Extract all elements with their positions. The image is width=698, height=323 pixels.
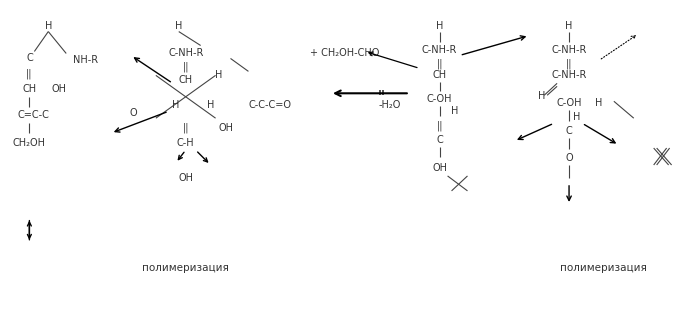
Text: C: C	[565, 126, 572, 136]
Text: H: H	[537, 91, 545, 101]
Text: C=C-C: C=C-C	[17, 110, 50, 120]
Text: H: H	[215, 70, 222, 80]
Text: ||: ||	[436, 121, 443, 131]
Text: ||: ||	[566, 58, 572, 69]
Text: + CH₂OH-CHO: + CH₂OH-CHO	[310, 48, 380, 58]
Text: CH: CH	[179, 75, 193, 85]
Text: ||: ||	[182, 61, 189, 72]
Text: CH: CH	[22, 84, 36, 94]
Text: H: H	[172, 100, 179, 110]
Text: ||: ||	[182, 123, 189, 133]
Text: OH: OH	[218, 123, 233, 133]
Text: OH: OH	[432, 163, 447, 173]
Text: C: C	[436, 135, 443, 145]
Text: C-OH: C-OH	[556, 98, 582, 108]
Text: H: H	[45, 21, 52, 31]
Text: H: H	[175, 21, 182, 31]
Text: C-NH-R: C-NH-R	[422, 46, 457, 56]
Text: C-H: C-H	[177, 138, 195, 148]
Text: C-NH-R: C-NH-R	[551, 70, 587, 80]
Text: полимеризация: полимеризация	[560, 263, 647, 273]
Text: OH: OH	[52, 84, 67, 94]
Text: ||: ||	[26, 68, 33, 78]
Text: H: H	[565, 21, 573, 31]
Text: O: O	[565, 153, 573, 163]
Text: полимеризация: полимеризация	[142, 263, 229, 273]
Text: O: O	[129, 108, 137, 118]
Text: H: H	[573, 112, 581, 122]
Text: C-NH-R: C-NH-R	[551, 46, 587, 56]
Text: H: H	[207, 100, 214, 110]
Text: C-OH: C-OH	[427, 94, 452, 104]
Text: OH: OH	[178, 173, 193, 183]
Text: H: H	[595, 98, 602, 108]
Text: CH₂OH: CH₂OH	[13, 138, 46, 148]
Text: ||: ||	[436, 58, 443, 69]
Text: NH-R: NH-R	[73, 56, 98, 66]
Text: -H₂O: -H₂O	[378, 100, 401, 110]
Text: CH: CH	[433, 70, 447, 80]
Text: C: C	[26, 53, 33, 63]
Text: H: H	[436, 21, 443, 31]
Text: C-C-C=O: C-C-C=O	[248, 100, 292, 110]
Text: H: H	[451, 106, 458, 116]
Text: C-NH-R: C-NH-R	[168, 48, 203, 58]
